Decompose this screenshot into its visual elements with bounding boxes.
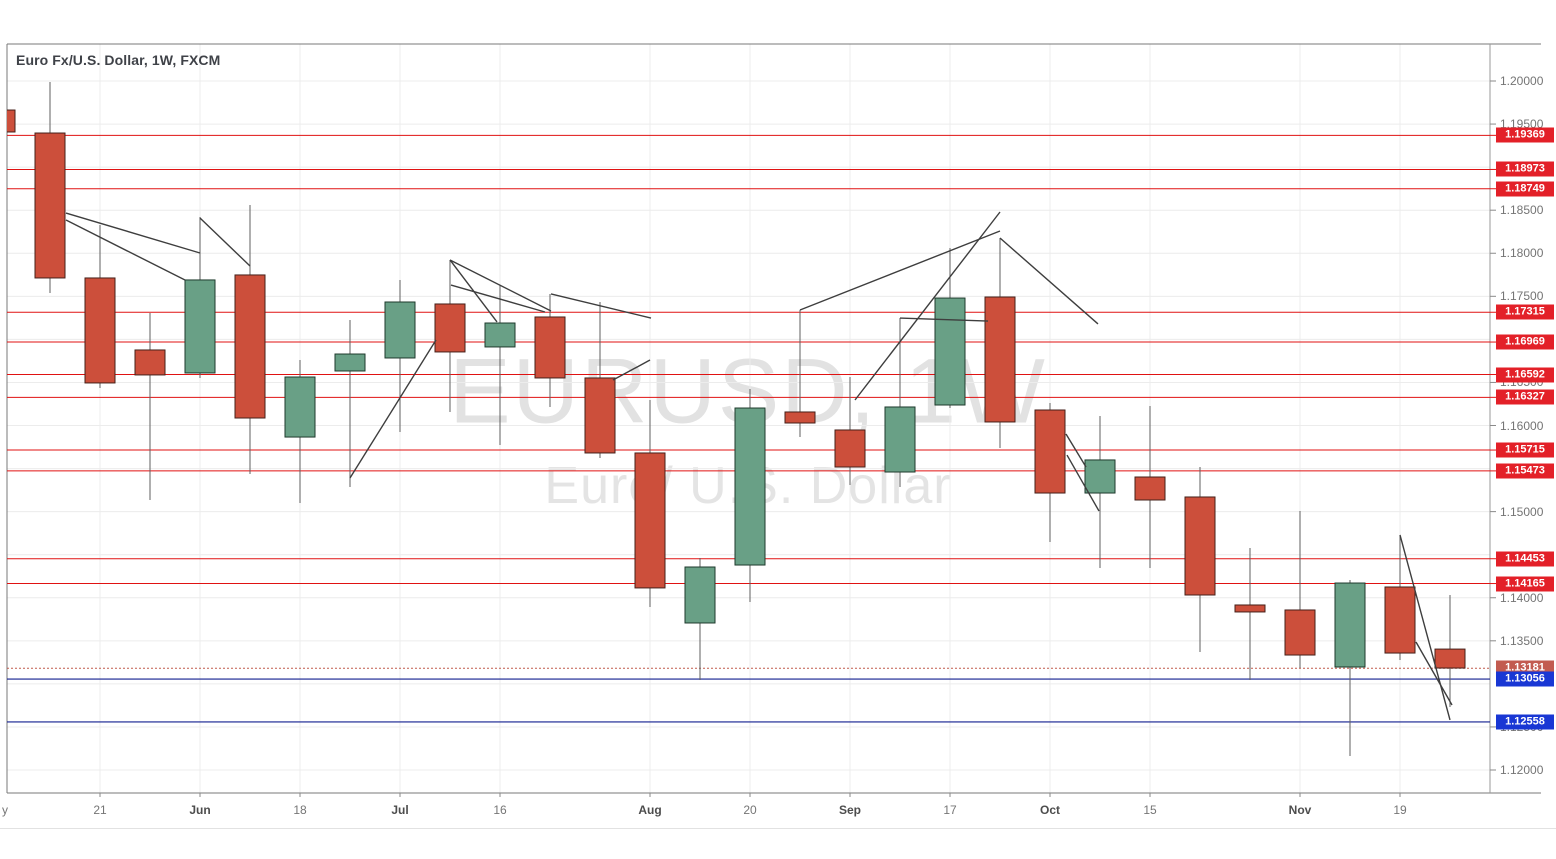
candles-layer (7, 82, 1466, 757)
trendline[interactable] (799, 230, 1001, 311)
candle-body (484, 322, 516, 348)
trendline[interactable] (550, 293, 652, 319)
candle-body (34, 132, 66, 279)
candle-body (384, 301, 416, 359)
candle-body (834, 429, 866, 468)
trendline[interactable] (1399, 534, 1451, 721)
candle-body (1384, 586, 1416, 654)
trendline[interactable] (349, 339, 437, 479)
trendline[interactable] (612, 359, 651, 381)
axis-ticks (99, 80, 1496, 797)
symbol-title: Euro Fx/U.S. Dollar, 1W, FXCM (16, 52, 221, 68)
trendline[interactable] (899, 317, 989, 322)
candle-body (534, 316, 566, 379)
trendline[interactable] (65, 212, 201, 254)
candle-body (1134, 476, 1166, 501)
candle-body (984, 296, 1016, 423)
candle-body (584, 377, 616, 454)
candle-body (784, 411, 816, 424)
trendline[interactable] (449, 259, 552, 312)
trendline[interactable] (65, 219, 186, 281)
candle-body (84, 277, 116, 384)
candle-body (1284, 609, 1316, 656)
trendline[interactable] (450, 284, 546, 313)
trendline[interactable] (1066, 454, 1100, 512)
candle-body (884, 406, 916, 473)
candle-body (1334, 582, 1366, 668)
candle-body (1084, 459, 1116, 494)
trendline[interactable] (1415, 641, 1453, 706)
trendline[interactable] (199, 217, 251, 267)
candle-body (284, 376, 316, 438)
candle-body (684, 566, 716, 624)
candle-body (1234, 604, 1266, 613)
candle-body (734, 407, 766, 566)
trendline[interactable] (854, 211, 1001, 401)
candle-body (434, 303, 466, 353)
candle-body (234, 274, 266, 419)
candle-body (1184, 496, 1216, 596)
candle-body (1034, 409, 1066, 494)
price-axis[interactable] (1490, 44, 1556, 793)
trendline[interactable] (999, 237, 1099, 325)
candle-body (134, 349, 166, 376)
candle-body (934, 297, 966, 406)
candle-body (634, 452, 666, 589)
trendline[interactable] (1065, 433, 1087, 468)
time-axis[interactable] (0, 794, 1490, 828)
candle-body (7, 109, 16, 133)
candle-body (184, 279, 216, 374)
candle-body (1434, 648, 1466, 669)
candle-body (334, 353, 366, 372)
drawings-layer (65, 211, 1453, 721)
window-divider (0, 828, 1556, 829)
